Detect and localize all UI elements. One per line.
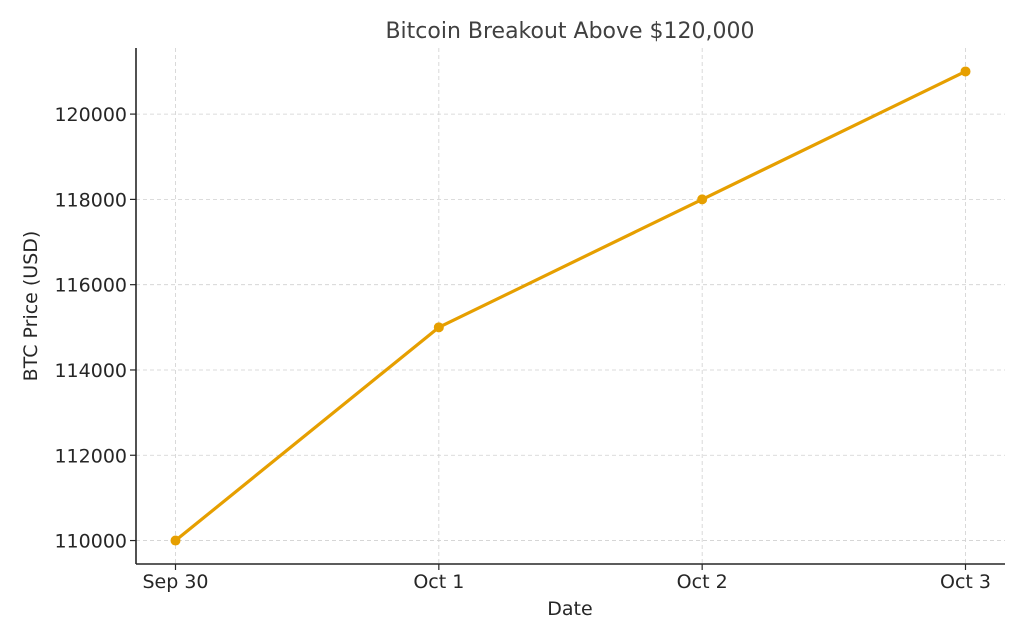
- y-tick-label: 110000: [54, 531, 127, 553]
- x-tick-label: Oct 2: [677, 571, 728, 593]
- y-tick-label: 118000: [54, 189, 127, 211]
- y-tick-label: 112000: [54, 445, 127, 467]
- y-axis-label: BTC Price (USD): [20, 231, 42, 382]
- data-point: [960, 66, 971, 77]
- grid: [136, 48, 1005, 564]
- data-point: [170, 535, 181, 546]
- series: [170, 66, 971, 546]
- x-tick-label: Oct 1: [413, 571, 464, 593]
- y-tick-label: 116000: [54, 275, 127, 297]
- x-tick-label: Sep 30: [142, 571, 208, 593]
- data-point: [433, 322, 444, 333]
- data-point: [697, 194, 708, 205]
- x-axis-label: Date: [547, 598, 592, 620]
- ticks: Sep 30 Oct 1 Oct 2 Oct 3 110000 112000 114000 1…: [54, 104, 991, 593]
- y-tick-label: 114000: [54, 360, 127, 382]
- x-tick-label: Oct 3: [940, 571, 991, 593]
- series-line: [174, 70, 967, 542]
- chart-title: Bitcoin Breakout Above $120,000: [385, 19, 754, 44]
- y-tick-label: 120000: [54, 104, 127, 126]
